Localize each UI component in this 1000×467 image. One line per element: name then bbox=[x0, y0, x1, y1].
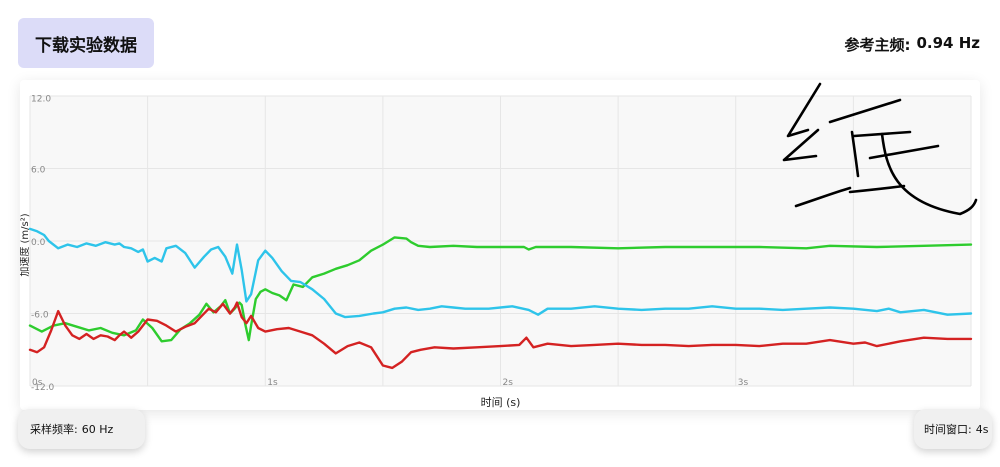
series-line bbox=[28, 301, 973, 370]
y-tick-label: -12.0 bbox=[31, 383, 55, 393]
series-line bbox=[28, 227, 973, 319]
download-data-button[interactable]: 下载实验数据 bbox=[18, 18, 154, 68]
time-window-badge[interactable]: 时间窗口: 4s bbox=[914, 409, 992, 449]
x-tick-label: 3s bbox=[738, 378, 749, 388]
y-tick-label: -6.0 bbox=[31, 311, 49, 321]
sample-rate-badge[interactable]: 采样频率: 60 Hz bbox=[18, 409, 145, 449]
series-line bbox=[28, 236, 973, 343]
dominant-frequency-readout: 参考主频: 0.94 Hz bbox=[844, 34, 980, 55]
acceleration-chart: 12.0 6.0 0.0 -6.0 -12.00s 1s 2s 3s 时间 (s) 加速度 (m/… bbox=[20, 95, 973, 409]
dominant-frequency-label: 参考主频: bbox=[844, 36, 911, 54]
y-tick-label: 0.0 bbox=[31, 238, 46, 248]
sample-rate-value: 60 Hz bbox=[81, 422, 114, 436]
time-window-value: 4s bbox=[975, 422, 989, 436]
y-tick-label: 6.0 bbox=[31, 166, 46, 176]
dominant-frequency-value: 0.94 Hz bbox=[916, 34, 980, 52]
acceleration-chart-card: 12.0 6.0 0.0 -6.0 -12.0 0s 1s 2s 3s 时间 (s) 加速度 (m/… bbox=[20, 80, 980, 410]
y-tick-label: 12.0 bbox=[31, 95, 51, 105]
sample-rate-label: 采样频率: bbox=[30, 423, 78, 436]
x-tick-label: 1s bbox=[267, 378, 278, 388]
x-axis-title: 时间 (s) bbox=[481, 396, 521, 409]
x-tick-label: 2s bbox=[503, 378, 514, 388]
time-window-label: 时间窗口: bbox=[924, 423, 972, 436]
x-tick-label: 0s bbox=[32, 378, 43, 388]
y-axis-title: 加速度 (m/s²) bbox=[20, 213, 31, 276]
